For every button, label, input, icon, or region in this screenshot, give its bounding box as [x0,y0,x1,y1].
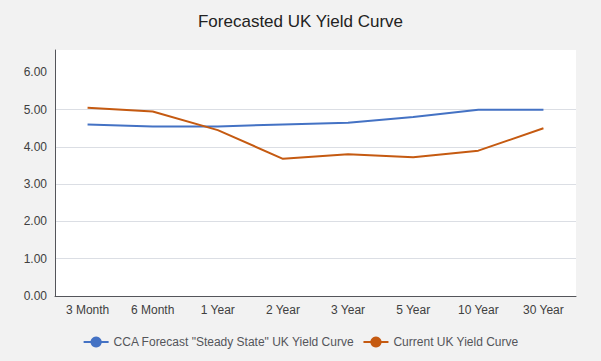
svg-text:6 Month: 6 Month [131,303,174,317]
svg-text:3 Year: 3 Year [331,303,365,317]
svg-text:2.00: 2.00 [24,214,48,228]
svg-text:1.00: 1.00 [24,252,48,266]
svg-text:CCA Forecast "Steady State" UK: CCA Forecast "Steady State" UK Yield Cur… [114,335,354,349]
svg-text:2 Year: 2 Year [266,303,300,317]
svg-text:6.00: 6.00 [24,65,48,79]
svg-text:3.00: 3.00 [24,177,48,191]
svg-text:30 Year: 30 Year [523,303,564,317]
svg-text:5.00: 5.00 [24,103,48,117]
svg-text:Current UK Yield Curve: Current UK Yield Curve [393,335,518,349]
svg-text:Forecasted UK Yield Curve: Forecasted UK Yield Curve [198,12,403,31]
svg-text:4.00: 4.00 [24,140,48,154]
svg-text:3 Month: 3 Month [66,303,109,317]
svg-text:0.00: 0.00 [24,289,48,303]
svg-text:1 Year: 1 Year [201,303,235,317]
svg-text:10 Year: 10 Year [458,303,499,317]
svg-text:5 Year: 5 Year [396,303,430,317]
